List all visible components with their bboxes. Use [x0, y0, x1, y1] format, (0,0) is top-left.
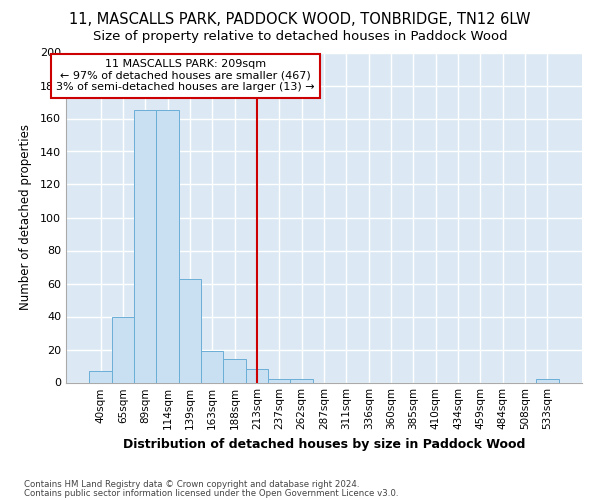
- Bar: [179, 278, 201, 382]
- Bar: [290, 379, 313, 382]
- Text: Size of property relative to detached houses in Paddock Wood: Size of property relative to detached ho…: [92, 30, 508, 43]
- Bar: [89, 371, 112, 382]
- Bar: [201, 351, 223, 382]
- Text: Contains HM Land Registry data © Crown copyright and database right 2024.: Contains HM Land Registry data © Crown c…: [24, 480, 359, 489]
- Text: 11, MASCALLS PARK, PADDOCK WOOD, TONBRIDGE, TN12 6LW: 11, MASCALLS PARK, PADDOCK WOOD, TONBRID…: [69, 12, 531, 28]
- Bar: [223, 360, 246, 382]
- Bar: [246, 370, 268, 382]
- Y-axis label: Number of detached properties: Number of detached properties: [19, 124, 32, 310]
- Bar: [268, 379, 290, 382]
- Bar: [112, 316, 134, 382]
- Text: 11 MASCALLS PARK: 209sqm
← 97% of detached houses are smaller (467)
3% of semi-d: 11 MASCALLS PARK: 209sqm ← 97% of detach…: [56, 59, 315, 92]
- X-axis label: Distribution of detached houses by size in Paddock Wood: Distribution of detached houses by size …: [123, 438, 525, 451]
- Bar: [134, 110, 157, 382]
- Bar: [157, 110, 179, 382]
- Text: Contains public sector information licensed under the Open Government Licence v3: Contains public sector information licen…: [24, 488, 398, 498]
- Bar: [536, 379, 559, 382]
